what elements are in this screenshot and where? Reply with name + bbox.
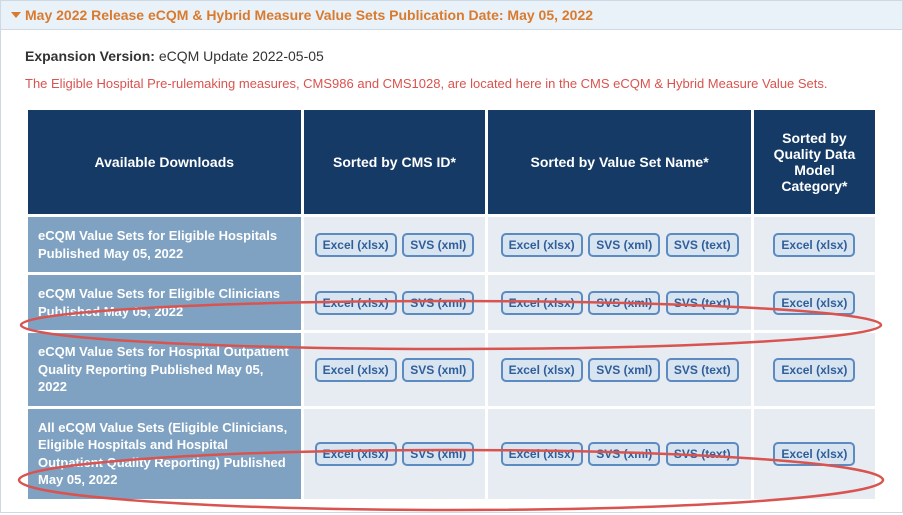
download-xlsx-button[interactable]: Excel (xlsx) bbox=[315, 291, 397, 315]
table-row: eCQM Value Sets for Hospital Outpatient … bbox=[28, 333, 875, 406]
download-svsxml-button[interactable]: SVS (xml) bbox=[588, 233, 660, 257]
download-xlsx-button[interactable]: Excel (xlsx) bbox=[501, 291, 583, 315]
row-label: eCQM Value Sets for Eligible Hospitals P… bbox=[28, 217, 301, 272]
download-xlsx-button[interactable]: Excel (xlsx) bbox=[773, 291, 855, 315]
download-svsxml-button[interactable]: SVS (xml) bbox=[402, 291, 474, 315]
download-xlsx-button[interactable]: Excel (xlsx) bbox=[501, 442, 583, 466]
table-row: eCQM Value Sets for Eligible Clinicians … bbox=[28, 275, 875, 330]
expansion-value: eCQM Update 2022-05-05 bbox=[159, 48, 324, 64]
caret-down-icon bbox=[11, 12, 21, 18]
notice-text: The Eligible Hospital Pre-rulemaking mea… bbox=[25, 76, 878, 91]
download-svstext-button[interactable]: SVS (text) bbox=[666, 442, 739, 466]
download-xlsx-button[interactable]: Excel (xlsx) bbox=[773, 442, 855, 466]
table-row: All eCQM Value Sets (Eligible Clinicians… bbox=[28, 409, 875, 499]
download-xlsx-button[interactable]: Excel (xlsx) bbox=[315, 358, 397, 382]
download-svsxml-button[interactable]: SVS (xml) bbox=[402, 358, 474, 382]
download-svstext-button[interactable]: SVS (text) bbox=[666, 291, 739, 315]
expansion-version-line: Expansion Version: eCQM Update 2022-05-0… bbox=[25, 48, 878, 64]
download-xlsx-button[interactable]: Excel (xlsx) bbox=[501, 358, 583, 382]
download-svsxml-button[interactable]: SVS (xml) bbox=[588, 291, 660, 315]
download-svsxml-button[interactable]: SVS (xml) bbox=[588, 442, 660, 466]
col-header-qdm: Sorted by Quality Data Model Category* bbox=[754, 110, 875, 214]
col-header-cmsid: Sorted by CMS ID* bbox=[304, 110, 486, 214]
download-xlsx-button[interactable]: Excel (xlsx) bbox=[773, 358, 855, 382]
expansion-label: Expansion Version: bbox=[25, 48, 155, 64]
panel-title: May 2022 Release eCQM & Hybrid Measure V… bbox=[25, 7, 593, 23]
download-svsxml-button[interactable]: SVS (xml) bbox=[402, 442, 474, 466]
download-xlsx-button[interactable]: Excel (xlsx) bbox=[501, 233, 583, 257]
download-svsxml-button[interactable]: SVS (xml) bbox=[402, 233, 474, 257]
download-svsxml-button[interactable]: SVS (xml) bbox=[588, 358, 660, 382]
row-label: All eCQM Value Sets (Eligible Clinicians… bbox=[28, 409, 301, 499]
table-row: eCQM Value Sets for Eligible Hospitals P… bbox=[28, 217, 875, 272]
download-svstext-button[interactable]: SVS (text) bbox=[666, 358, 739, 382]
col-header-valueset: Sorted by Value Set Name* bbox=[488, 110, 751, 214]
col-header-downloads: Available Downloads bbox=[28, 110, 301, 214]
row-label: eCQM Value Sets for Hospital Outpatient … bbox=[28, 333, 301, 406]
download-xlsx-button[interactable]: Excel (xlsx) bbox=[773, 233, 855, 257]
accordion-header[interactable]: May 2022 Release eCQM & Hybrid Measure V… bbox=[0, 0, 903, 30]
download-xlsx-button[interactable]: Excel (xlsx) bbox=[315, 442, 397, 466]
download-svstext-button[interactable]: SVS (text) bbox=[666, 233, 739, 257]
row-label: eCQM Value Sets for Eligible Clinicians … bbox=[28, 275, 301, 330]
download-xlsx-button[interactable]: Excel (xlsx) bbox=[315, 233, 397, 257]
panel-content: Expansion Version: eCQM Update 2022-05-0… bbox=[0, 30, 903, 513]
downloads-table: Available Downloads Sorted by CMS ID* So… bbox=[25, 107, 878, 502]
